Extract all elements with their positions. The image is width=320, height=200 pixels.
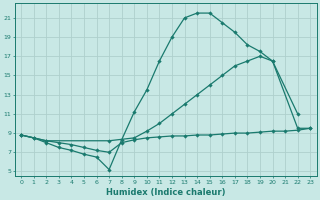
X-axis label: Humidex (Indice chaleur): Humidex (Indice chaleur) — [106, 188, 225, 197]
